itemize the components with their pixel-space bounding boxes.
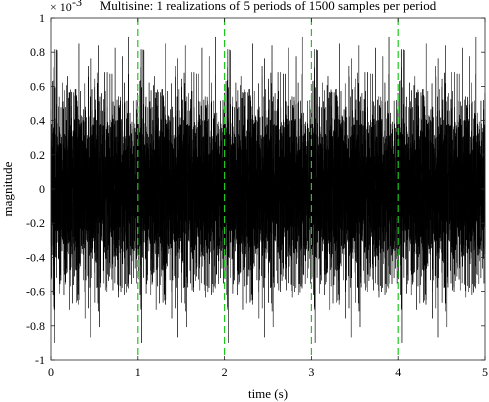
x-axis-label: time (s) <box>248 386 288 401</box>
y-axis: -1 -0.8 -0.6 -0.4 -0.2 0 0.2 0.4 0.6 0.8 1 <box>26 11 485 367</box>
y-tick-label: -0.2 <box>26 216 45 230</box>
chart-title: Multisine: 1 realizations of 5 periods o… <box>100 0 437 13</box>
y-tick-label: -1 <box>35 353 45 367</box>
x-tick-label: 0 <box>48 365 54 379</box>
y-exponent: × 10 -3 <box>50 0 82 14</box>
y-tick-label: 0.6 <box>30 79 45 93</box>
x-tick-label: 4 <box>395 365 401 379</box>
y-tick-label: -0.8 <box>26 319 45 333</box>
y-tick-label: 0.4 <box>30 114 45 128</box>
x-tick-label: 5 <box>482 365 488 379</box>
y-exponent-base: × 10 <box>50 0 72 14</box>
x-tick-label: 1 <box>135 365 141 379</box>
y-tick-label: 0.8 <box>30 45 45 59</box>
x-tick-label: 3 <box>308 365 314 379</box>
signal-line <box>50 36 486 343</box>
y-exponent-power: -3 <box>72 0 82 9</box>
x-tick-label: 2 <box>222 365 228 379</box>
y-axis-label: magnitude <box>0 161 15 216</box>
y-tick-label: 0 <box>39 182 45 196</box>
y-tick-label: -0.6 <box>26 285 45 299</box>
y-tick-label: -0.4 <box>26 250 45 264</box>
y-tick-label: 0.2 <box>30 148 45 162</box>
signal-series <box>50 36 486 343</box>
y-tick-label: 1 <box>39 11 45 25</box>
period-boundaries <box>137 18 399 360</box>
x-axis: 0 1 2 3 4 5 <box>48 18 488 379</box>
